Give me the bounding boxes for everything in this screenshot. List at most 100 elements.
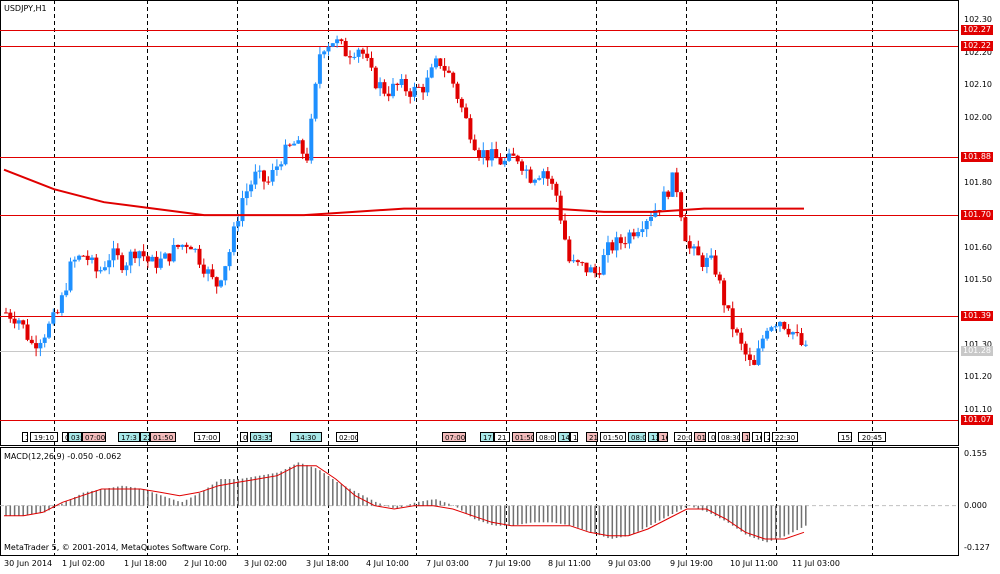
- economic-event-tag[interactable]: 22:30: [772, 432, 798, 442]
- economic-event-tag[interactable]: 01:50: [150, 432, 176, 442]
- candle-body: [773, 326, 778, 328]
- candle-body: [403, 78, 408, 92]
- economic-event-tag[interactable]: 01: [694, 432, 706, 442]
- economic-event-tag[interactable]: 07:00: [82, 432, 106, 442]
- candle-body: [154, 256, 159, 268]
- candle-body: [636, 232, 641, 237]
- economic-event-tag[interactable]: 17:3: [118, 432, 140, 442]
- economic-event-tag[interactable]: 1: [22, 432, 28, 442]
- candle-body: [240, 198, 245, 222]
- economic-event-tag[interactable]: 21: [586, 432, 598, 442]
- economic-event-tag[interactable]: 19:10: [30, 432, 58, 442]
- candle-body: [163, 253, 168, 259]
- price-axis-label: 101.10: [964, 404, 992, 414]
- candle-body: [661, 191, 666, 211]
- economic-event-tag[interactable]: 21: [494, 432, 510, 442]
- candle-body: [85, 255, 90, 260]
- candle-body: [343, 40, 348, 57]
- economic-event-tag[interactable]: 17:00: [194, 432, 220, 442]
- candle-body: [489, 149, 494, 161]
- candle-body: [68, 261, 73, 291]
- economic-event-tag[interactable]: 01:50: [600, 432, 626, 442]
- time-axis-label: 9 Jul 19:00: [670, 559, 713, 568]
- economic-event-tag[interactable]: 20:0: [674, 432, 692, 442]
- economic-event-tag[interactable]: 1: [742, 432, 750, 442]
- candle-body: [386, 93, 391, 97]
- candle-body: [511, 153, 516, 156]
- candle-body: [253, 171, 258, 185]
- economic-event-tag[interactable]: 03:35: [250, 432, 272, 442]
- candle-body: [627, 232, 632, 244]
- price-axis-label: 102.20: [964, 47, 992, 57]
- candle-body: [769, 327, 774, 331]
- candle-body: [421, 86, 426, 93]
- economic-event-tag[interactable]: 0: [708, 432, 716, 442]
- economic-event-tag[interactable]: 14: [558, 432, 570, 442]
- candle-body: [279, 164, 284, 167]
- price-axis-label: 101.60: [964, 242, 992, 252]
- candle-body: [803, 344, 808, 346]
- candle-body: [111, 248, 116, 261]
- candle-body: [442, 65, 447, 71]
- candle-body: [257, 170, 262, 172]
- candle-body: [274, 166, 279, 170]
- candle-body: [72, 259, 77, 262]
- candle-body: [434, 58, 438, 68]
- economic-event-tag[interactable]: 2: [764, 432, 770, 442]
- candle-body: [425, 77, 430, 93]
- economic-event-tag[interactable]: 08:0: [628, 432, 646, 442]
- candle-body: [554, 183, 559, 196]
- candle-body: [300, 140, 305, 154]
- candle-body: [438, 58, 443, 66]
- candle-body: [618, 237, 623, 244]
- candle-body: [29, 339, 34, 344]
- time-axis-label: 9 Jul 03:00: [608, 559, 651, 568]
- economic-event-tag[interactable]: 13: [648, 432, 658, 442]
- economic-event-tag[interactable]: 22: [140, 432, 150, 442]
- candle-body: [115, 248, 120, 256]
- economic-event-tag[interactable]: 15:: [838, 432, 852, 442]
- economic-event-tag[interactable]: 07:00: [442, 432, 466, 442]
- candle-body: [778, 321, 782, 327]
- candle-body: [223, 266, 228, 281]
- candle-body: [305, 153, 309, 161]
- economic-event-tag[interactable]: 20:45: [858, 432, 886, 442]
- price-panel-frame: [0, 0, 959, 446]
- economic-event-tag[interactable]: 14:30: [290, 432, 322, 442]
- candle-body: [550, 178, 555, 184]
- candle-body: [128, 251, 133, 266]
- economic-event-tag[interactable]: 17: [480, 432, 494, 442]
- price-level-label: 102.27: [961, 25, 993, 36]
- candle-body: [326, 46, 331, 52]
- candle-body: [696, 246, 701, 256]
- candle-body: [601, 255, 606, 275]
- candle-body: [4, 312, 8, 314]
- candle-body: [16, 320, 21, 324]
- candle-body: [610, 242, 615, 251]
- price-axis-label: 101.20: [964, 372, 992, 382]
- candle-body: [59, 295, 64, 313]
- candle-body: [623, 243, 628, 245]
- price-level-label: 102.22: [961, 41, 993, 52]
- economic-event-tag[interactable]: 08:30: [718, 432, 740, 442]
- economic-event-tag[interactable]: 03:: [68, 432, 82, 442]
- economic-event-tag[interactable]: 16: [752, 432, 762, 442]
- candle-body: [726, 305, 731, 309]
- candle-body: [451, 72, 456, 84]
- candle-body: [317, 54, 322, 84]
- time-axis-label: 4 Jul 10:00: [366, 559, 409, 568]
- candle-body: [713, 255, 718, 275]
- economic-event-tag[interactable]: 0: [62, 432, 68, 442]
- time-axis-label: 1 Jul 18:00: [124, 559, 167, 568]
- economic-event-tag[interactable]: 08:0: [536, 432, 556, 442]
- economic-event-tag[interactable]: 1: [570, 432, 578, 442]
- candle-body: [395, 83, 400, 85]
- candle-body: [515, 155, 520, 162]
- economic-event-tag[interactable]: 01:50: [512, 432, 534, 442]
- candle-body: [158, 258, 163, 268]
- economic-event-tag[interactable]: 0: [240, 432, 248, 442]
- economic-event-tag[interactable]: 02:00: [336, 432, 358, 442]
- economic-event-tag[interactable]: 16: [658, 432, 668, 442]
